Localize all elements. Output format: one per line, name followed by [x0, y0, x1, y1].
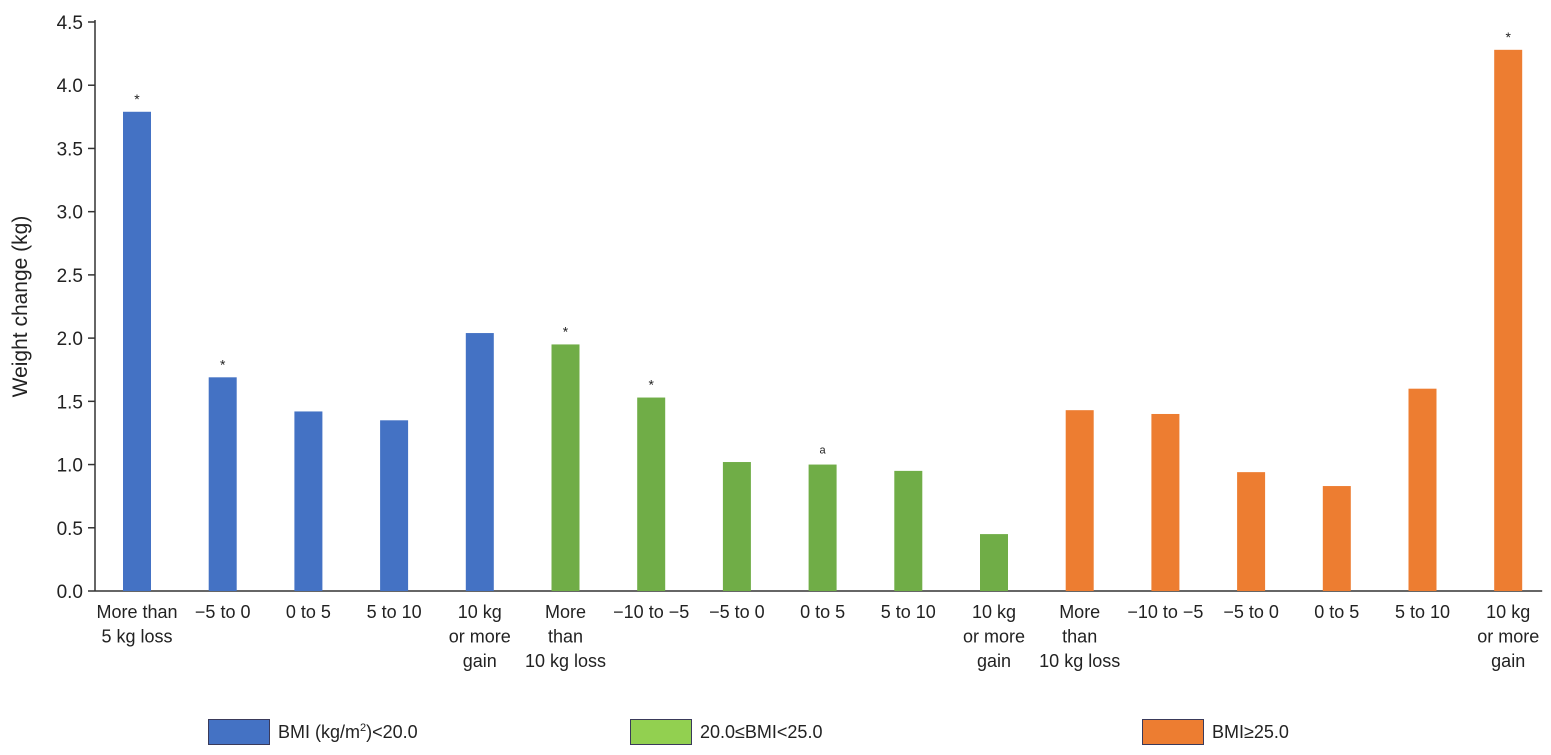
- legend-item-bmi-20-to-25: 20.0≤BMI<25.0: [630, 719, 822, 745]
- bar: [1237, 472, 1266, 591]
- bar: [465, 333, 494, 591]
- x-category-label: 5 to 10: [367, 602, 422, 622]
- x-category-label: 0 to 5: [800, 602, 845, 622]
- y-tick-label: 1.5: [57, 392, 83, 413]
- x-category-label: 0 to 5: [286, 602, 331, 622]
- y-tick-label: 3.0: [57, 203, 83, 224]
- legend-label-bmi-25-plus: BMI≥25.0: [1212, 721, 1289, 742]
- x-category-label: 10 kg or more gain: [449, 602, 511, 671]
- bar: [1065, 410, 1094, 591]
- y-tick-label: 1.0: [57, 456, 83, 477]
- bar: [1322, 486, 1351, 591]
- bar-annotation: *: [134, 91, 140, 107]
- y-tick-label: 4.0: [57, 76, 83, 97]
- legend-item-bmi-25-plus: BMI≥25.0: [1142, 719, 1289, 745]
- y-tick-label: 3.5: [57, 139, 83, 160]
- bar: [551, 344, 580, 591]
- bar: [1151, 413, 1180, 591]
- bar: [894, 470, 923, 591]
- bar-annotation: *: [563, 323, 569, 339]
- y-tick-label: 0.0: [57, 582, 83, 603]
- bar: [722, 462, 751, 591]
- legend-swatch-green: [630, 719, 692, 745]
- x-labels-layer: More than 5 kg loss −5 to 0 0 to 5 5 to 10 10…: [96, 602, 1539, 671]
- bar: [123, 111, 151, 591]
- bar: [1494, 49, 1523, 592]
- y-tick-label: 2.5: [57, 266, 83, 287]
- bar: [208, 377, 237, 591]
- x-category-label: −10 to −5: [1127, 602, 1203, 622]
- bar: [1408, 388, 1437, 591]
- annotations-layer: * * * * a *: [134, 29, 1511, 457]
- y-tick-label: 0.5: [57, 519, 83, 540]
- x-category-label: −5 to 0: [1223, 602, 1279, 622]
- bar: [808, 464, 837, 591]
- bar-annotation: a: [820, 445, 827, 457]
- x-category-label: 10 kg or more gain: [1477, 602, 1539, 671]
- x-category-label: −10 to −5: [613, 602, 689, 622]
- legend-swatch-blue: [208, 719, 270, 745]
- bar: [980, 534, 1008, 591]
- x-category-label: 5 to 10: [1395, 602, 1450, 622]
- x-category-label: 10 kg or more gain: [963, 602, 1025, 671]
- x-category-label: More than 10 kg loss: [1039, 602, 1120, 671]
- legend-label-bmi-under-20: BMI (kg/m2)<20.0: [278, 721, 418, 742]
- weight-change-chart: 0.0 0.5 1.0 1.5 2.0 2.5 3.0 3.5 4.0 4.5 * * * * a * Mo…: [9, 13, 1543, 671]
- x-category-label: 0 to 5: [1314, 602, 1359, 622]
- bar: [637, 397, 666, 591]
- y-tick-label: 2.0: [57, 329, 83, 350]
- bar-annotation: *: [220, 356, 226, 372]
- legend-swatch-orange: [1142, 719, 1204, 745]
- x-category-label: −5 to 0: [709, 602, 765, 622]
- bar: [294, 411, 323, 591]
- y-axis-label: Weight change (kg): [9, 216, 32, 398]
- bar-annotation: *: [1505, 29, 1511, 45]
- x-category-label: More than 5 kg loss: [96, 602, 177, 647]
- bar: [380, 420, 409, 591]
- legend: BMI (kg/m2)<20.0 20.0≤BMI<25.0 BMI≥25.0: [0, 719, 1551, 749]
- legend-item-bmi-under-20: BMI (kg/m2)<20.0: [208, 719, 418, 745]
- x-category-label: 5 to 10: [881, 602, 936, 622]
- bar-annotation: *: [648, 377, 654, 393]
- x-category-label: More than 10 kg loss: [525, 602, 606, 671]
- legend-label-bmi-20-to-25: 20.0≤BMI<25.0: [700, 721, 823, 742]
- bars-layer: [123, 49, 1523, 592]
- y-axis: 0.0 0.5 1.0 1.5 2.0 2.5 3.0 3.5 4.0 4.5: [57, 13, 1543, 603]
- y-tick-label: 4.5: [57, 13, 83, 34]
- x-category-label: −5 to 0: [195, 602, 251, 622]
